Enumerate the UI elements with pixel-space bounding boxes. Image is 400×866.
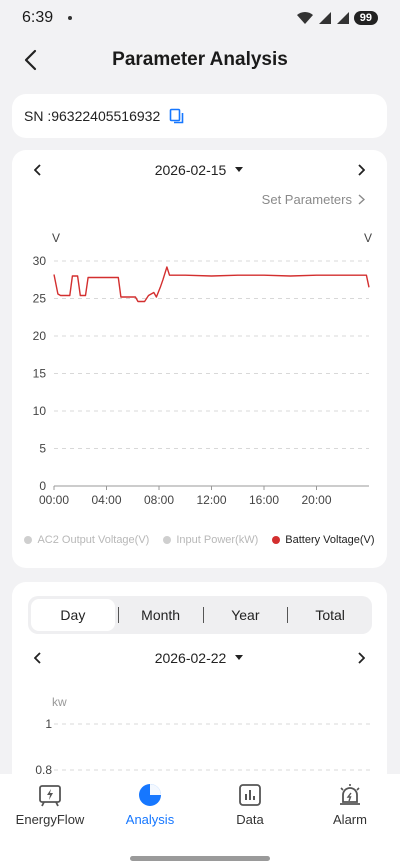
data-icon [239, 784, 261, 806]
next-date-button[interactable] [349, 646, 373, 670]
legend-label: Input Power(kW) [176, 534, 259, 546]
chart-grid [54, 260, 369, 487]
notification-dot-icon [67, 15, 72, 20]
power-axis-unit: kw [52, 695, 67, 709]
set-parameters-label: Set Parameters [261, 192, 352, 207]
set-parameters-link[interactable]: Set Parameters [262, 192, 365, 207]
tab-analysis[interactable]: Analysis [100, 782, 200, 827]
y-tick-label: 10 [33, 404, 47, 418]
chevron-left-icon [34, 164, 41, 176]
voltage-line-chart: V V 0 5 10 15 20 25 30 00:00 04:00 08:00 12:00 16:… [33, 231, 372, 507]
x-tick-label: 04:00 [91, 493, 121, 507]
wifi-icon [296, 11, 313, 24]
x-tick-label: 16:00 [249, 493, 279, 507]
segment-month[interactable]: Month [141, 607, 181, 623]
chevron-right-icon [358, 164, 365, 176]
next-date-button[interactable] [349, 158, 373, 182]
serial-number: SN :96322405516932 [24, 108, 161, 124]
tab-label: Analysis [125, 812, 175, 827]
caret-down-icon[interactable] [234, 165, 244, 175]
legend-dot-icon [24, 536, 33, 544]
legend-label: AC2 Output Voltage(V) [37, 534, 150, 546]
x-axis-ticks: 00:00 04:00 08:00 12:00 16:00 20:00 [39, 486, 332, 507]
right-axis-unit: V [364, 231, 372, 245]
segment-total[interactable]: Total [315, 607, 345, 623]
chart-series [53, 266, 370, 303]
tab-label: Alarm [333, 812, 367, 827]
legend-item[interactable]: Battery Voltage(V) [272, 534, 375, 546]
status-time: 6:39 [22, 9, 54, 26]
y-tick-label: 30 [33, 254, 47, 268]
y-tick-label: 1 [45, 717, 52, 731]
x-tick-label: 00:00 [39, 493, 69, 507]
caret-down-icon[interactable] [234, 653, 244, 663]
x-tick-label: 20:00 [301, 493, 331, 507]
y-tick-label: 20 [33, 329, 47, 343]
y-tick-label: 5 [39, 442, 46, 456]
y-tick-label: 0 [39, 479, 46, 493]
parameter-chart-card: 2026-02-15 Set Parameters V V 0 5 10 15 20 25… [12, 150, 387, 568]
y-tick-label: 0.8 [35, 763, 52, 777]
x-tick-label: 08:00 [144, 493, 174, 507]
legend-dot-icon [272, 536, 281, 544]
segment-day[interactable]: Day [31, 599, 115, 631]
chevron-right-icon [358, 194, 365, 205]
analysis-icon [139, 784, 161, 806]
signal-icon [318, 12, 331, 24]
y-axis-ticks: 0 5 10 15 20 25 30 [33, 254, 47, 493]
date-selector: 2026-02-15 [12, 155, 387, 185]
selected-date[interactable]: 2026-02-22 [154, 650, 227, 666]
nav-bar: Parameter Analysis [0, 40, 400, 80]
serial-number-card: SN :96322405516932 [12, 94, 387, 138]
legend-item[interactable]: Input Power(kW) [163, 534, 258, 546]
bottom-navigation: EnergyFlow Analysis Data Alarm [0, 774, 400, 866]
date-selector: 2026-02-22 [12, 643, 387, 673]
legend-item[interactable]: AC2 Output Voltage(V) [24, 534, 149, 546]
alarm-icon [340, 784, 360, 805]
x-tick-label: 12:00 [196, 493, 226, 507]
tab-label: Data [236, 812, 264, 827]
status-bar: 6:39 99 [0, 0, 400, 36]
segment-year[interactable]: Year [231, 607, 260, 623]
status-icons: 99 [296, 11, 378, 25]
page-title: Parameter Analysis [112, 49, 288, 70]
selected-date[interactable]: 2026-02-15 [154, 162, 227, 178]
segment-divider [202, 607, 204, 623]
legend-label: Battery Voltage(V) [285, 534, 375, 546]
signal-icon [336, 12, 349, 24]
tab-data[interactable]: Data [200, 782, 300, 827]
legend-dot-icon [163, 536, 172, 544]
copy-icon [169, 108, 184, 124]
period-segmented-control: Day Month Year Total [28, 596, 372, 634]
segment-divider [287, 607, 289, 623]
back-button[interactable] [16, 46, 44, 74]
chart-legend: AC2 Output Voltage(V) Input Power(kW) Batt… [12, 534, 387, 546]
power-chart: kw 1 0.8 [35, 695, 370, 777]
prev-date-button[interactable] [26, 158, 50, 182]
battery-badge: 99 [353, 11, 378, 25]
y-tick-label: 15 [33, 367, 47, 381]
chevron-left-icon [34, 652, 41, 664]
tab-alarm[interactable]: Alarm [300, 782, 400, 827]
y-tick-label: 25 [33, 292, 47, 306]
status-time-wrap: 6:39 [22, 9, 72, 27]
chevron-right-icon [358, 652, 365, 664]
tab-energyflow[interactable]: EnergyFlow [0, 782, 100, 827]
segment-divider [117, 607, 119, 623]
left-axis-unit: V [52, 231, 60, 245]
copy-button[interactable] [168, 107, 186, 125]
tab-label: EnergyFlow [15, 812, 85, 827]
chevron-left-icon [24, 49, 37, 71]
home-indicator [130, 856, 270, 861]
energy-flow-icon [39, 785, 61, 807]
series-line-battery-voltage [53, 266, 370, 303]
prev-date-button[interactable] [26, 646, 50, 670]
